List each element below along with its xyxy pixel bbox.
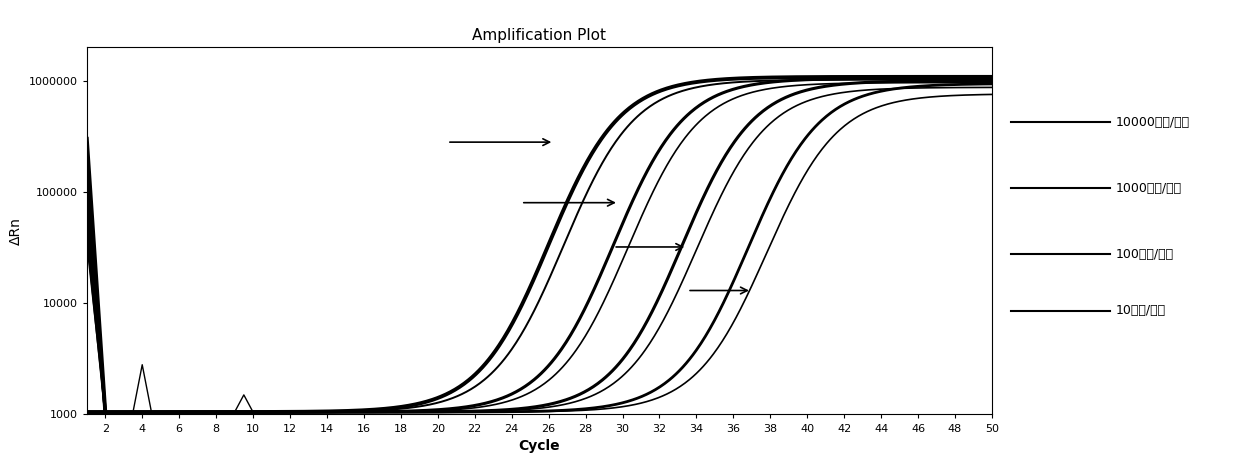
Y-axis label: ΔRn: ΔRn	[9, 217, 24, 245]
Title: Amplification Plot: Amplification Plot	[472, 28, 606, 43]
Text: 10000拷贝/反应: 10000拷贝/反应	[1116, 116, 1190, 129]
Text: 100拷贝/反应: 100拷贝/反应	[1116, 248, 1174, 261]
Text: 1000拷贝/反应: 1000拷贝/反应	[1116, 182, 1182, 195]
X-axis label: Cycle: Cycle	[518, 439, 560, 453]
Text: 10拷贝/反应: 10拷贝/反应	[1116, 304, 1166, 317]
